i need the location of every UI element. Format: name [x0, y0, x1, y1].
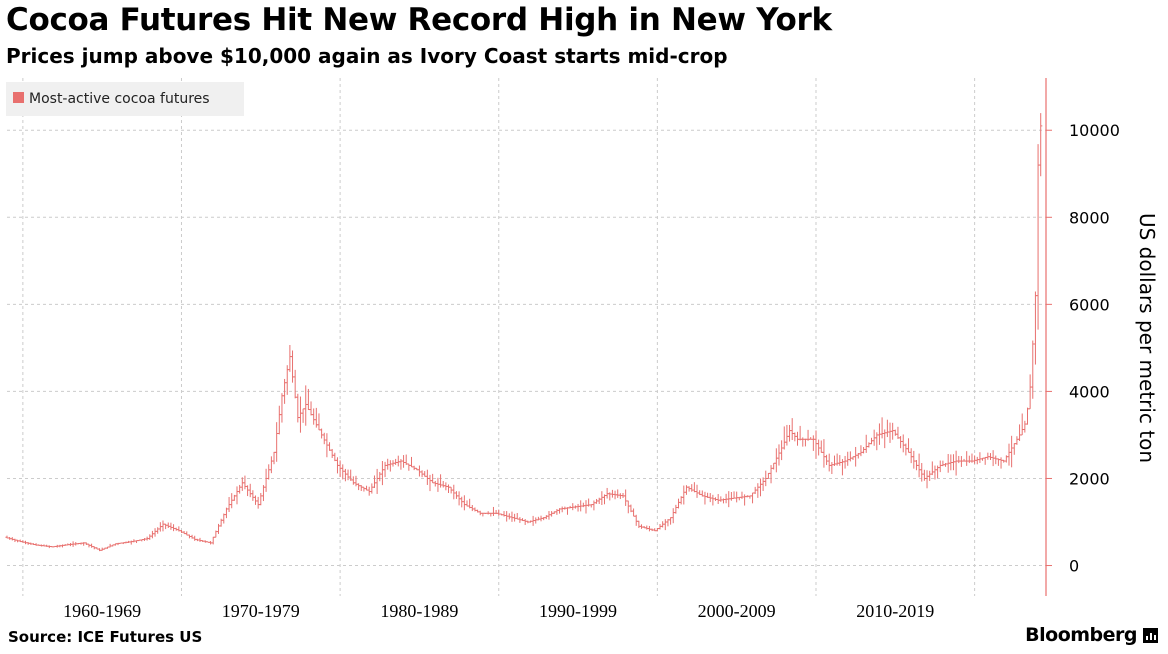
chart-title: Cocoa Futures Hit New Record High in New… [6, 2, 832, 38]
x-tick-label: 1970-1979 [222, 601, 300, 621]
chart-subtitle: Prices jump above $10,000 again as Ivory… [6, 44, 728, 68]
y-axis-label: US dollars per metric ton [1135, 213, 1159, 463]
y-tick-label: 2000 [1069, 469, 1110, 488]
brand-name: Bloomberg [1025, 624, 1137, 646]
bloomberg-terminal-icon [1143, 627, 1158, 643]
x-tick-label: 1960-1969 [63, 601, 141, 621]
legend-label: Most-active cocoa futures [29, 91, 210, 107]
price-series [5, 113, 1043, 552]
y-tick-label: 10000 [1069, 121, 1120, 140]
x-tick-label: 2000-2009 [698, 601, 776, 621]
bloomberg-logo: Bloomberg [1025, 624, 1158, 646]
legend: Most-active cocoa futures [6, 82, 244, 116]
y-tick-label: 8000 [1069, 208, 1110, 227]
source-note: Source: ICE Futures US [8, 628, 203, 646]
x-axis: 1960-1969 1970-1979 1980-1989 1990-1999 2000… [63, 601, 934, 621]
x-tick-label: 1990-1999 [539, 601, 617, 621]
legend-background [6, 82, 244, 116]
x-tick-label: 1980-1989 [380, 601, 458, 621]
grid-lines [7, 78, 1046, 596]
y-tick-label: 6000 [1069, 295, 1110, 314]
y-axis: 0 2000 4000 6000 8000 10000 [1045, 78, 1120, 596]
legend-swatch [13, 92, 24, 103]
x-tick-label: 2010-2019 [856, 601, 934, 621]
y-tick-label: 4000 [1069, 382, 1110, 401]
y-tick-label: 0 [1069, 557, 1079, 576]
